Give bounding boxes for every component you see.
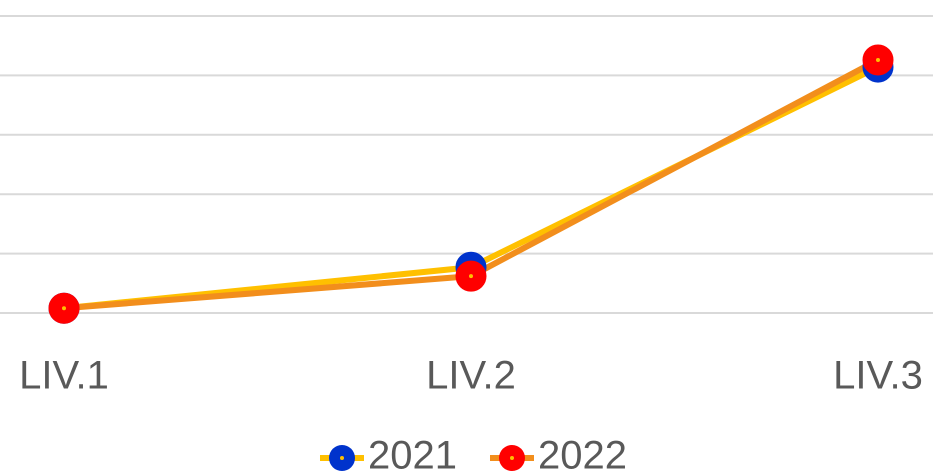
marker-center [62,306,66,311]
x-tick-label: LIV.2 [426,354,516,398]
legend-marker-center [340,456,344,460]
x-tick-label: LIV.1 [19,354,109,398]
marker-center [469,274,473,279]
legend-label: 2022 [538,434,627,476]
legend-marker-center [510,456,514,460]
x-tick-label: LIV.3 [833,354,923,398]
marker-center [876,57,880,62]
legend-label: 2021 [368,434,457,476]
